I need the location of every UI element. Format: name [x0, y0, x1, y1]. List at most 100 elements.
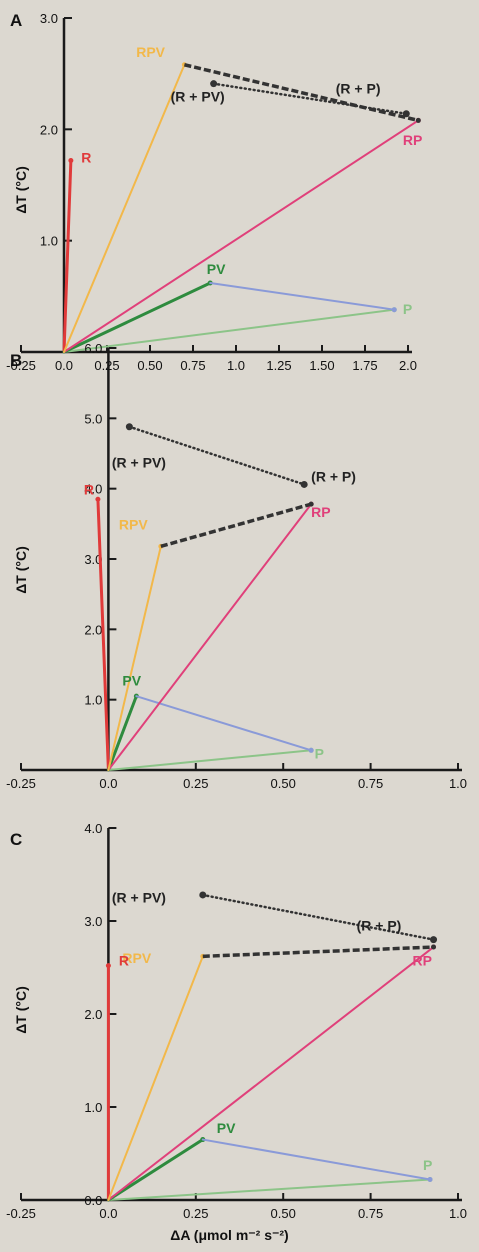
data-point	[199, 891, 207, 899]
x-tick-label: -0.25	[6, 776, 36, 791]
data-point	[210, 80, 218, 88]
y-tick-label: 2.0	[40, 122, 58, 137]
x-tick-label: 1.75	[352, 358, 377, 373]
point-label: P	[403, 301, 412, 317]
x-tick-label: 1.0	[227, 358, 245, 373]
point-label: PV	[217, 1120, 236, 1136]
data-point	[125, 423, 133, 431]
x-tick-label: 0.0	[55, 358, 73, 373]
series-line-pv-p	[135, 695, 313, 752]
point-label: RPV	[136, 44, 165, 60]
series-line-rpv	[107, 545, 162, 771]
y-axis-label: ΔT (°C)	[13, 986, 29, 1034]
series-line-p	[63, 308, 396, 353]
data-point	[415, 117, 421, 123]
x-tick-label: 0.50	[271, 776, 296, 791]
data-point	[300, 480, 308, 488]
x-tick-label: 1.0	[449, 776, 467, 791]
x-tick-label: -0.25	[6, 1206, 36, 1221]
series-line-p	[107, 749, 313, 771]
x-axis-label: ΔA (μmol m⁻² s⁻²)	[170, 1227, 288, 1243]
y-tick-label: 0.0	[84, 1193, 102, 1208]
x-tick-label: 0.25	[183, 1206, 208, 1221]
x-tick-label: 0.0	[99, 776, 117, 791]
point-label: RP	[413, 953, 432, 969]
point-label: PV	[122, 673, 141, 689]
series-line-rpv	[107, 955, 204, 1201]
point-label: RPV	[122, 950, 151, 966]
x-tick-label: 0.50	[271, 1206, 296, 1221]
series-line-r	[62, 159, 73, 354]
chart-panel-c: C -0.25 0.0 0.25 0.50 0.75 1.0 0.0 1.0 2.0 3.0 4.0 Δ…	[6, 821, 467, 1243]
point-label: RP	[403, 132, 422, 148]
point-label: (R + PV)	[112, 455, 166, 471]
data-point	[402, 110, 410, 118]
y-tick-label: 3.0	[84, 914, 102, 929]
point-label: P	[315, 746, 324, 762]
chart-panel-b: B-0.25 0.0 0.25 0.50 0.75 1.01.02.03.04.05.06…	[6, 341, 467, 791]
data-point	[105, 963, 111, 969]
y-axis-label: ΔT (°C)	[13, 546, 29, 594]
series-line-rp	[63, 119, 420, 353]
series-line-pv	[106, 1138, 205, 1202]
x-tick-label: 1.50	[309, 358, 334, 373]
series-line-pv-p	[201, 1138, 432, 1181]
series-line-r-pv-r-p	[128, 425, 306, 486]
point-label: RP	[311, 504, 330, 520]
series-line-rpv	[63, 63, 186, 353]
series-line-p	[107, 1178, 432, 1201]
series-line-rpv-rp	[202, 945, 434, 959]
x-tick-label: 2.0	[399, 358, 417, 373]
x-tick-label: 0.75	[358, 1206, 383, 1221]
x-tick-label: 0.25	[94, 358, 119, 373]
y-axis-label: ΔT (°C)	[13, 166, 29, 214]
x-tick-label: 0.0	[99, 1206, 117, 1221]
x-tick-label: 0.75	[180, 358, 205, 373]
point-label: PV	[207, 261, 226, 277]
chart-panel-a: A -0.25 0.0 0.25 0.50 0.75 1.0 1.25 1.50 1.75 2.0 1…	[6, 11, 422, 373]
point-label: RPV	[119, 516, 148, 532]
panel-letter: A	[10, 11, 22, 30]
point-label: P	[423, 1157, 432, 1173]
series-line-pv	[106, 694, 138, 772]
y-tick-label: 2.0	[84, 622, 102, 637]
y-tick-label: 3.0	[40, 11, 58, 26]
y-tick-label: 4.0	[84, 821, 102, 836]
series-line-pv	[62, 281, 212, 354]
data-point	[431, 944, 437, 950]
x-tick-label: 0.25	[183, 776, 208, 791]
series-line-rpv-rp	[160, 502, 312, 549]
series-line-rpv-rp	[183, 63, 419, 123]
data-point	[95, 496, 101, 502]
data-point	[308, 747, 314, 753]
point-label: R	[81, 150, 91, 166]
series-line-r-pv-r-p	[212, 82, 408, 115]
data-point	[430, 936, 438, 944]
x-tick-label: 0.50	[137, 358, 162, 373]
y-tick-label: 4.0	[84, 482, 102, 497]
series-line-rp	[107, 503, 313, 771]
point-label: R	[119, 953, 129, 969]
data-point	[68, 158, 74, 164]
series-line-r	[96, 497, 110, 772]
y-tick-label: 2.0	[84, 1007, 102, 1022]
y-tick-label: 6.0	[84, 341, 102, 356]
x-tick-label: 1.0	[449, 1206, 467, 1221]
point-label: (R + P)	[311, 469, 356, 485]
point-label: (R + PV)	[112, 889, 166, 905]
point-label: R	[84, 481, 94, 497]
x-tick-label: 1.25	[266, 358, 291, 373]
data-point	[308, 501, 314, 507]
panel-letter: C	[10, 830, 22, 849]
series-line-pv-p	[209, 281, 396, 311]
x-tick-label: -0.25	[6, 358, 36, 373]
point-label: (R + P)	[336, 81, 381, 97]
point-label: (R + P)	[357, 917, 402, 933]
y-tick-label: 3.0	[84, 552, 102, 567]
series-line-r-pv-r-p	[201, 893, 435, 941]
y-tick-label: 1.0	[40, 234, 58, 249]
y-tick-label: 1.0	[84, 693, 102, 708]
panel-letter: B	[10, 351, 22, 370]
data-point	[427, 1177, 433, 1183]
